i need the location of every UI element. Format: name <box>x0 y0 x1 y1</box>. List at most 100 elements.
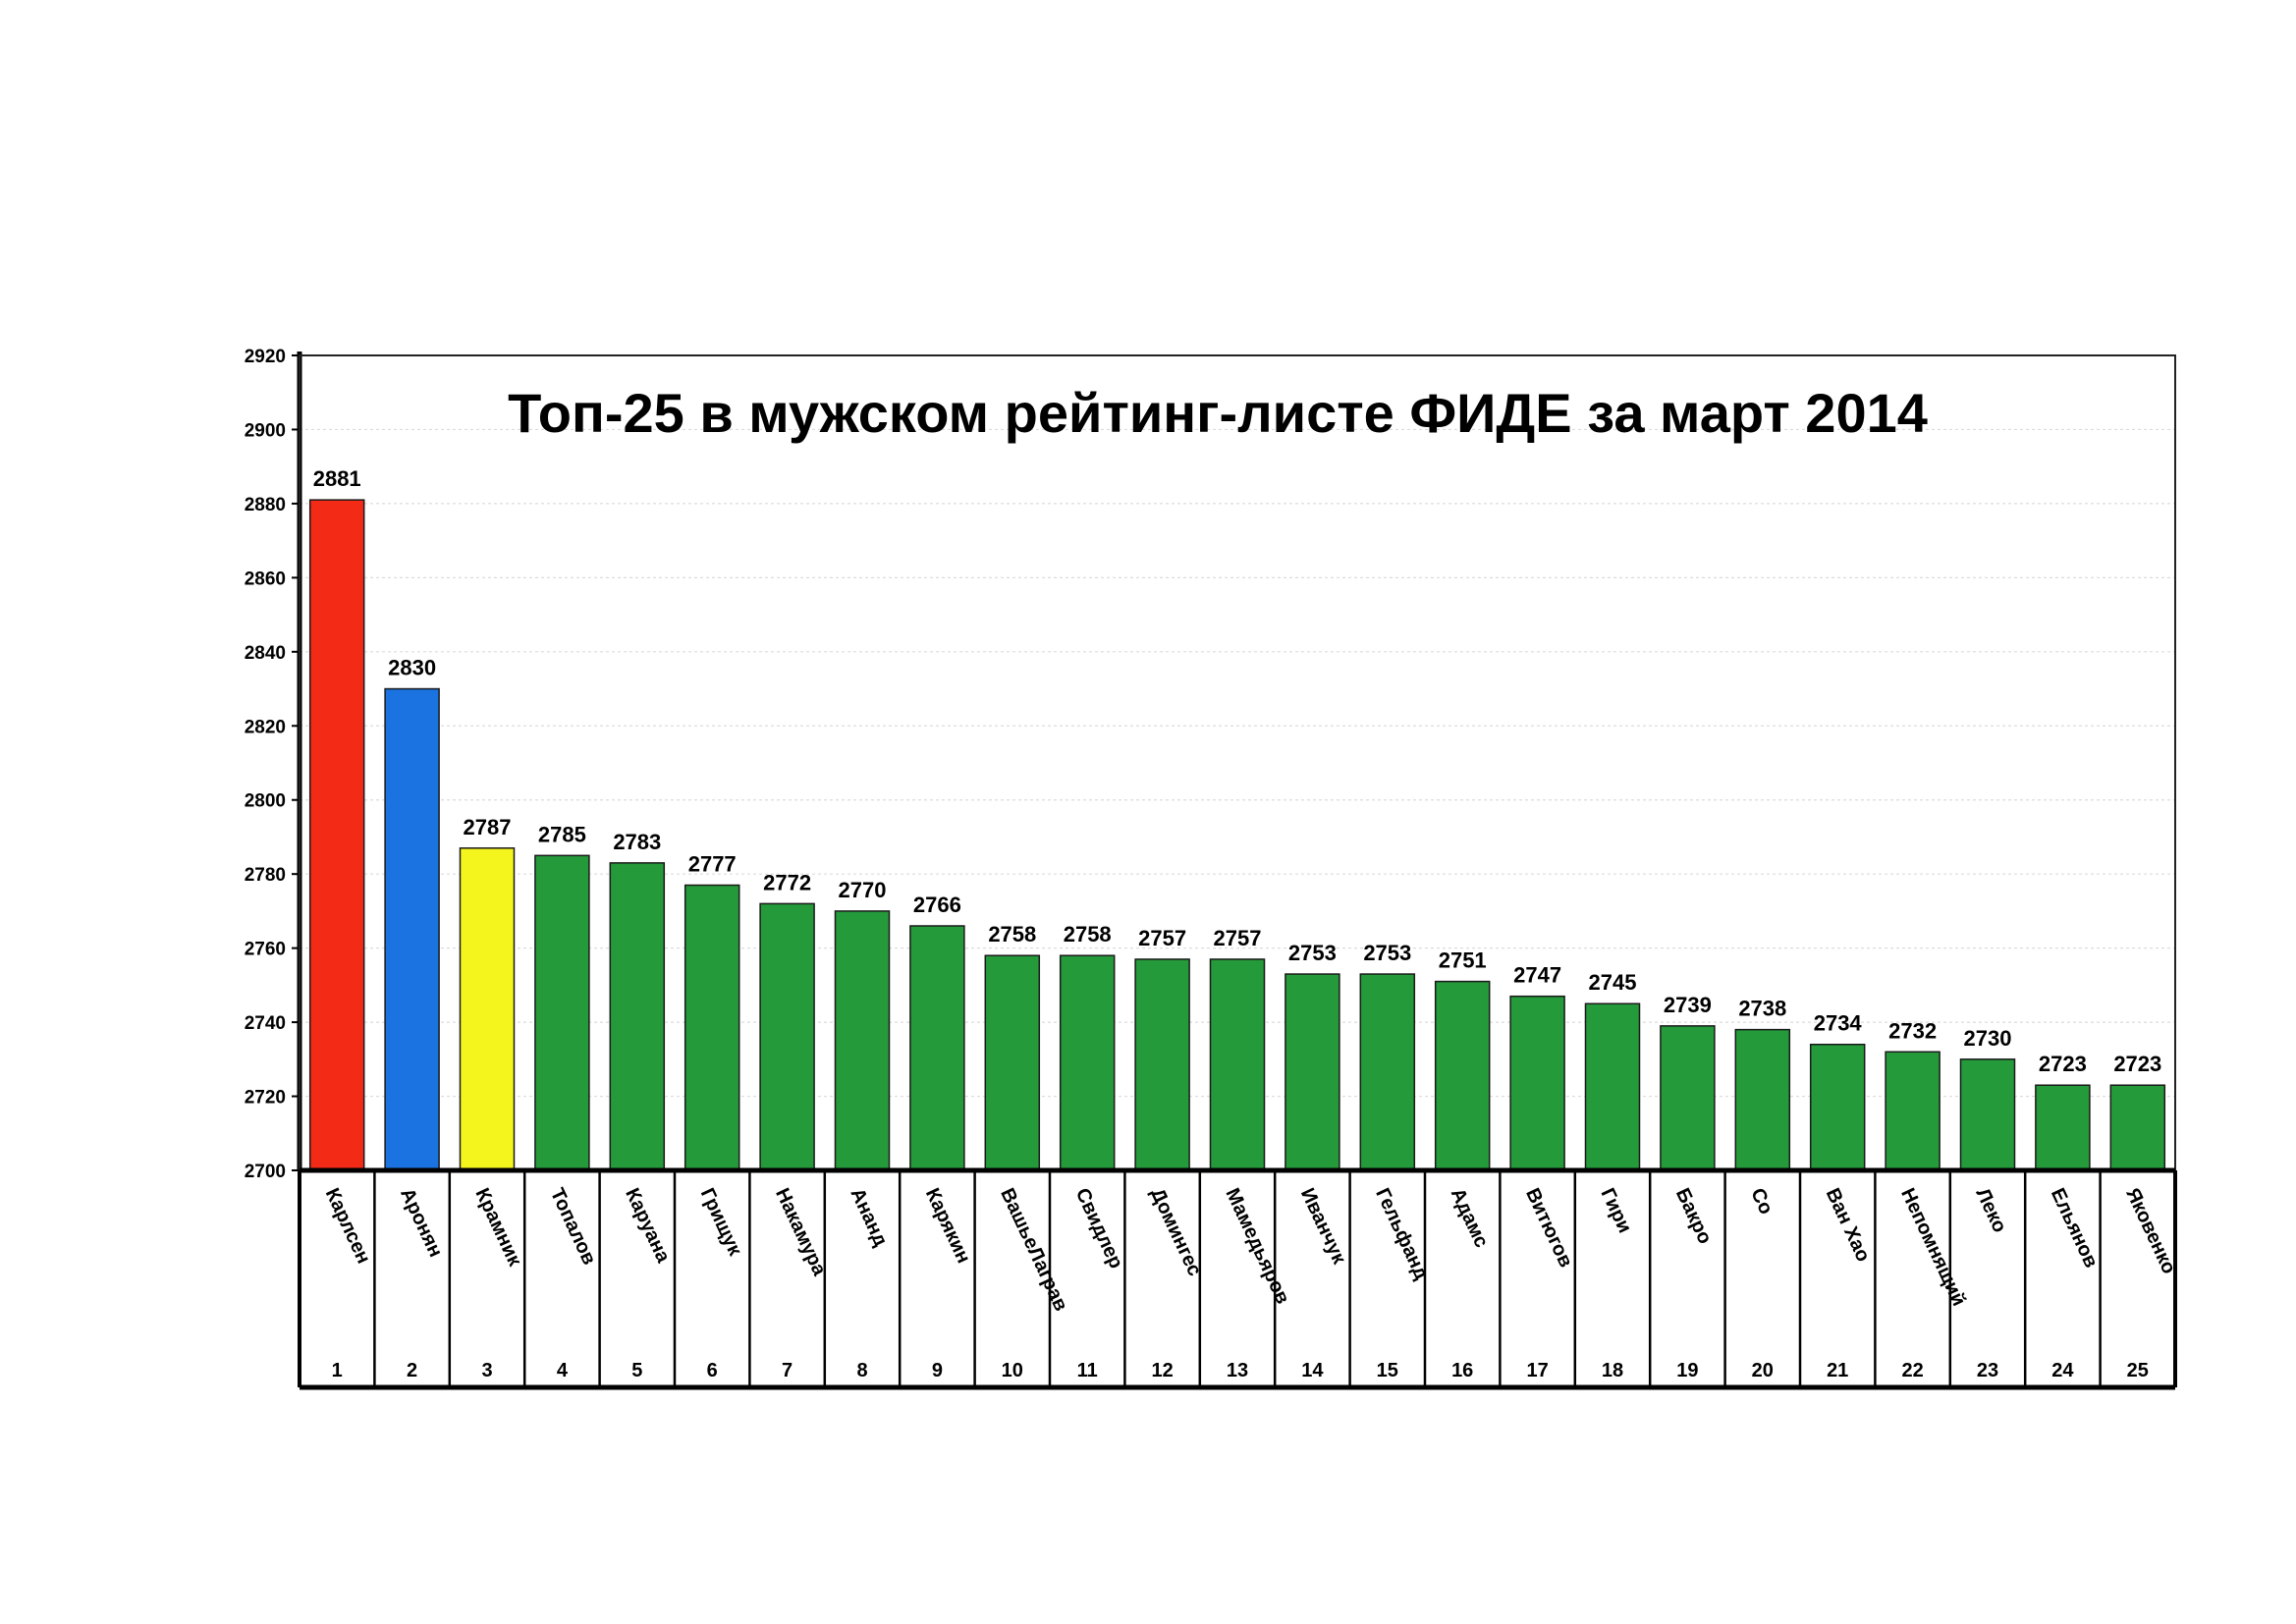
y-tick-label: 2700 <box>245 1162 286 1182</box>
value-label: 2783 <box>613 830 661 854</box>
category-label: Свидлер <box>1071 1185 1127 1272</box>
rank-label: 7 <box>782 1360 793 1381</box>
bar <box>1285 973 1340 1171</box>
rank-label: 20 <box>1752 1360 1774 1381</box>
value-label: 2730 <box>1964 1026 2012 1051</box>
chart-title: Топ-25 в мужском рейтинг-листе ФИДЕ за м… <box>508 382 1928 444</box>
category-label: Аронян <box>396 1185 447 1261</box>
rank-label: 1 <box>332 1360 343 1381</box>
category-label: Карякин <box>921 1185 974 1267</box>
category-label: Топалов <box>546 1185 600 1269</box>
y-tick-label: 2800 <box>245 791 286 812</box>
value-label: 2734 <box>1814 1011 1863 1036</box>
value-label: 2770 <box>839 878 887 902</box>
value-label: 2753 <box>1363 941 1411 965</box>
rank-label: 23 <box>1977 1360 1998 1381</box>
value-label: 2757 <box>1138 926 1186 950</box>
rank-label: 17 <box>1526 1360 1548 1381</box>
bar <box>1134 958 1190 1171</box>
category-label: Адамс <box>1447 1185 1493 1251</box>
category-label: Гири <box>1596 1185 1635 1236</box>
rank-label: 15 <box>1377 1360 1398 1381</box>
y-tick-label: 2780 <box>245 865 286 886</box>
bar <box>1359 973 1416 1171</box>
rank-label: 16 <box>1451 1360 1473 1381</box>
value-label: 2747 <box>1513 963 1561 988</box>
rank-label: 12 <box>1151 1360 1173 1381</box>
value-label: 2723 <box>2039 1052 2087 1076</box>
rank-label: 24 <box>2051 1360 2074 1381</box>
rank-label: 5 <box>631 1360 642 1381</box>
bar <box>459 847 516 1171</box>
rank-label: 18 <box>1602 1360 1623 1381</box>
bar <box>1059 954 1116 1171</box>
bar <box>384 687 440 1171</box>
bar <box>1809 1043 1866 1171</box>
y-tick-label: 2900 <box>245 420 286 441</box>
category-label: Ананд <box>846 1185 891 1250</box>
rank-label: 22 <box>1901 1360 1923 1381</box>
value-label: 2758 <box>988 922 1036 947</box>
value-labels: 2881 2830 2787 2785 2783 2777 2772 2770 2766 2758… <box>313 466 2162 1076</box>
rank-label: 9 <box>932 1360 943 1381</box>
value-label: 2787 <box>464 815 512 839</box>
category-label: Гельфанд <box>1371 1185 1432 1283</box>
bar <box>1734 1028 1791 1171</box>
rank-label: 14 <box>1301 1360 1324 1381</box>
rank-label: 4 <box>557 1360 569 1381</box>
value-label: 2758 <box>1064 922 1112 947</box>
rank-label: 6 <box>707 1360 718 1381</box>
category-label: Яковенко <box>2121 1185 2179 1277</box>
value-label: 2739 <box>1664 993 1712 1017</box>
y-tick-label: 2740 <box>245 1013 286 1034</box>
bar <box>2109 1084 2166 1171</box>
bar <box>1959 1058 2016 1171</box>
bar <box>984 954 1041 1171</box>
y-tick-label: 2860 <box>245 568 286 589</box>
value-label: 2777 <box>688 852 737 877</box>
y-tick-label: 2840 <box>245 643 286 664</box>
bar <box>2035 1084 2091 1171</box>
category-label: Со <box>1746 1185 1777 1218</box>
category-label: Ван Хао <box>1822 1185 1875 1266</box>
value-label: 2723 <box>2113 1052 2161 1076</box>
category-label: Иванчук <box>1296 1185 1350 1269</box>
rank-label: 19 <box>1676 1360 1698 1381</box>
bar <box>834 910 891 1171</box>
category-table: Карлсен 1 Аронян 2 Крамник 3 Топалов 4 Каруана 5 Г… <box>298 1167 2180 1390</box>
y-tick-label: 2880 <box>245 495 286 515</box>
category-label: Бакро <box>1671 1185 1716 1248</box>
value-label: 2785 <box>538 822 586 846</box>
bar <box>609 862 666 1171</box>
value-label: 2830 <box>388 656 436 680</box>
rank-label: 11 <box>1077 1360 1098 1381</box>
category-label: Мамедьяров <box>1221 1185 1293 1308</box>
bar <box>1209 958 1266 1171</box>
y-tick-label: 2920 <box>245 347 286 367</box>
category-label: Грищук <box>696 1185 746 1260</box>
y-tick-label: 2760 <box>245 940 286 960</box>
value-label: 2738 <box>1738 997 1786 1021</box>
value-label: 2751 <box>1439 948 1487 973</box>
category-label: Ельянов <box>2047 1185 2103 1272</box>
bar <box>1509 995 1565 1171</box>
y-axis: 2700 2720 2740 2760 2780 2800 2820 2840 2860 2880… <box>245 347 302 1182</box>
bar <box>534 854 590 1171</box>
y-tick-label: 2720 <box>245 1088 286 1109</box>
value-label: 2772 <box>763 870 811 894</box>
value-label: 2745 <box>1589 970 1637 995</box>
category-label: Каруана <box>621 1185 674 1267</box>
category-label: Карлсен <box>321 1185 375 1268</box>
bar <box>308 499 365 1171</box>
y-tick-label: 2820 <box>245 717 286 737</box>
category-label: ВашьеЛаграв <box>996 1185 1071 1315</box>
category-label: Домингес <box>1146 1185 1205 1279</box>
bar <box>1885 1051 1941 1171</box>
value-label: 2732 <box>1888 1018 1937 1043</box>
bar <box>1434 980 1491 1171</box>
category-label: Витюгов <box>1521 1185 1576 1271</box>
rank-label: 2 <box>407 1360 417 1381</box>
value-label: 2757 <box>1214 926 1262 950</box>
value-label: 2766 <box>913 893 961 917</box>
